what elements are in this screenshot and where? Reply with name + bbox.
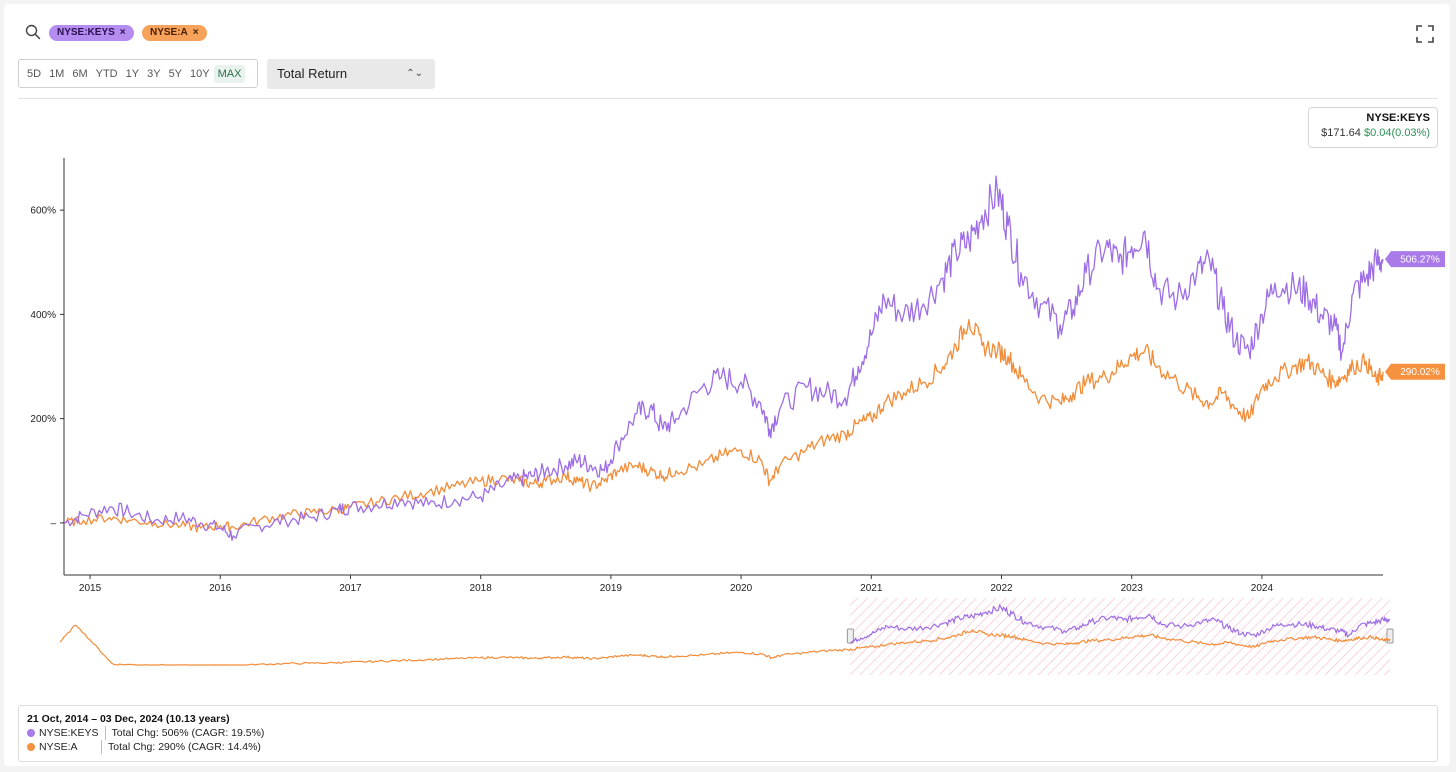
- range-button-max[interactable]: MAX: [213, 64, 246, 83]
- summary-row-a: NYSE:A Total Chg: 290% (CAGR: 14.4%): [27, 740, 1429, 754]
- x-tick-label: 2019: [600, 583, 623, 594]
- ticker-chip-keys: NYSE:KEYS ×: [49, 25, 134, 41]
- fullscreen-icon[interactable]: [1416, 25, 1434, 43]
- select-caret-icon: ⌃⌄: [406, 68, 423, 79]
- metric-select-value: Total Return: [277, 66, 348, 81]
- ticker-chip-label: NYSE:KEYS: [57, 27, 115, 38]
- range-button-ytd[interactable]: YTD: [95, 67, 118, 80]
- toolbar-divider: [18, 98, 1438, 99]
- range-button-6m[interactable]: 6M: [72, 67, 88, 80]
- summary-change: Total Chg: 290% (CAGR: 14.4%): [108, 741, 261, 753]
- y-tick-label: 400%: [30, 310, 56, 321]
- metric-select[interactable]: Total Return ⌃⌄: [267, 59, 435, 89]
- summary-panel: 21 Oct, 2014 – 03 Dec, 2024 (10.13 years…: [18, 705, 1438, 762]
- range-button-3y[interactable]: 3Y: [147, 67, 161, 80]
- range-button-5y[interactable]: 5Y: [168, 67, 183, 80]
- navigator-plot[interactable]: [59, 598, 1394, 675]
- tooltip-change: $0.04(0.03%): [1363, 127, 1430, 139]
- summary-period: 21 Oct, 2014 – 03 Dec, 2024 (10.13 years…: [27, 713, 230, 725]
- legend-dot: [27, 743, 35, 751]
- range-selector: 5D 1M 6M YTD 1Y 3Y 5Y 10Y MAX: [18, 59, 258, 88]
- y-tick-label: 600%: [30, 206, 56, 217]
- range-button-1y[interactable]: 1Y: [125, 67, 140, 80]
- x-tick-label: 2017: [339, 583, 362, 594]
- summary-ticker: NYSE:A: [39, 740, 102, 754]
- range-button-10y[interactable]: 10Y: [190, 67, 210, 80]
- x-tick-label: 2018: [470, 583, 493, 594]
- main-plot: – 200% 400% 600% 2015 2016 2017 2018 2019 2020 202…: [30, 158, 1445, 594]
- end-value-label: 506.27%: [1400, 255, 1440, 266]
- x-tick-label: 2015: [79, 583, 102, 594]
- y-tick-label: –: [50, 518, 56, 529]
- x-tick-label: 2021: [860, 583, 883, 594]
- series-line-a: [64, 318, 1384, 533]
- tooltip-ticker: NYSE:KEYS: [1366, 112, 1430, 124]
- x-tick-label: 2022: [990, 583, 1013, 594]
- tooltip-price: $171.64: [1321, 127, 1361, 139]
- end-value-label: 290.02%: [1400, 367, 1440, 378]
- x-tick-label: 2020: [730, 583, 753, 594]
- series-line-keys: [63, 175, 1384, 541]
- legend-dot: [27, 729, 35, 737]
- summary-row-keys: NYSE:KEYS Total Chg: 506% (CAGR: 19.5%): [27, 726, 1429, 740]
- ticker-chip-label: NYSE:A: [150, 27, 188, 38]
- range-button-5d[interactable]: 5D: [27, 67, 42, 80]
- ticker-chip-a: NYSE:A ×: [142, 25, 207, 41]
- x-tick-label: 2023: [1121, 583, 1144, 594]
- remove-ticker-icon[interactable]: ×: [119, 27, 126, 38]
- end-value-tag: [1385, 251, 1445, 268]
- remove-ticker-icon[interactable]: ×: [192, 27, 199, 38]
- y-tick-label: 200%: [30, 414, 56, 425]
- navigator-brush-region: [850, 598, 1390, 675]
- range-button-1m[interactable]: 1M: [49, 67, 65, 80]
- chart-svg[interactable]: – 200% 400% 600% 2015 2016 2017 2018 2019 2020 202…: [0, 0, 1456, 705]
- navigator-line-keys: [849, 603, 1391, 644]
- summary-ticker: NYSE:KEYS: [39, 726, 106, 740]
- x-tick-label: 2016: [209, 583, 232, 594]
- search-icon[interactable]: [25, 24, 41, 40]
- end-value-tag: [1385, 363, 1445, 380]
- x-tick-label: 2024: [1251, 583, 1274, 594]
- summary-change: Total Chg: 506% (CAGR: 19.5%): [111, 727, 265, 739]
- price-tooltip: NYSE:KEYS $171.64 $0.04(0.03%): [1308, 107, 1438, 148]
- navigator-line-a: [59, 624, 1391, 666]
